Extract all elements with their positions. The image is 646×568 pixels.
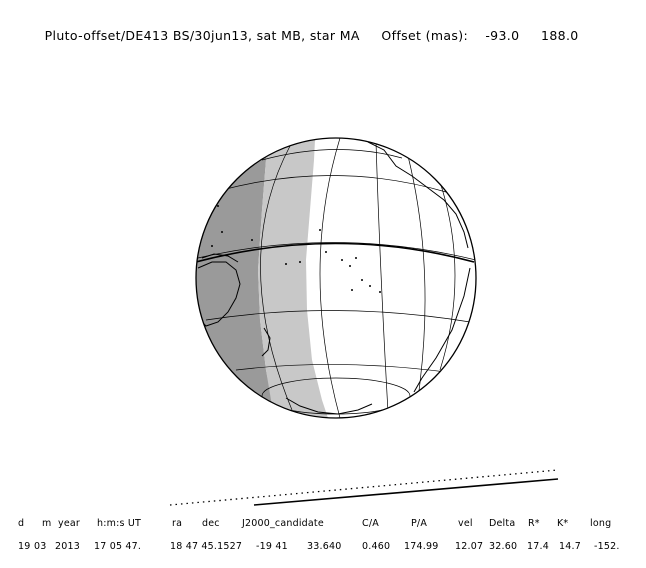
north-america-coastline	[367, 141, 469, 249]
shadow-path-line	[196, 242, 475, 263]
meridian-line	[319, 138, 341, 418]
offset-ra-value: -93.0	[485, 28, 520, 43]
twilight-region	[258, 138, 332, 418]
track-line-dotted	[169, 469, 559, 506]
indonesia-coastline	[201, 253, 239, 263]
globe	[195, 137, 477, 419]
offset-dec-value: 188.0	[541, 28, 579, 43]
australia-coastline	[197, 261, 241, 327]
title-label: Pluto-offset/DE413 BS/30jun13, sat MB, s…	[44, 28, 360, 43]
south-america-coastline	[413, 267, 471, 393]
meridian-line	[439, 181, 456, 371]
coastlines	[197, 141, 471, 415]
graticule	[197, 138, 476, 418]
track-line-solid	[253, 478, 559, 506]
meridian-line	[260, 145, 293, 411]
latitude-line	[235, 364, 447, 373]
globe-outline	[195, 137, 477, 419]
meridian-line	[375, 141, 389, 413]
offset-label: Offset (mas):	[381, 28, 469, 43]
plot-title: Pluto-offset/DE413 BS/30jun13, sat MB, s…	[36, 13, 579, 43]
pacific-islands	[211, 205, 381, 293]
antarctica-coastline	[285, 397, 373, 415]
latitude-line	[221, 175, 447, 193]
latitude-line	[197, 242, 476, 261]
new-zealand-coastline	[261, 327, 271, 357]
track-lines	[169, 469, 559, 506]
latitude-line	[205, 310, 471, 323]
meridian-line	[407, 155, 426, 399]
